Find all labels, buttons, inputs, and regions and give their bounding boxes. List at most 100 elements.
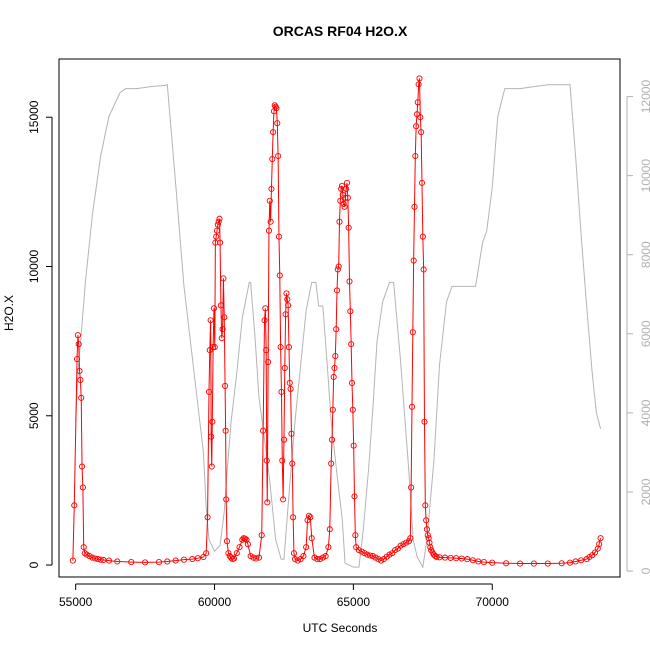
data-point [333, 326, 340, 333]
data-point [591, 549, 599, 556]
data-point [80, 544, 87, 551]
data-point [432, 553, 439, 560]
data-point [566, 559, 574, 566]
data-point [417, 114, 424, 121]
data-point [503, 560, 510, 567]
data-point [530, 560, 537, 567]
data-point [328, 460, 335, 467]
data-point [215, 218, 222, 225]
data-point [280, 496, 287, 503]
data-point [342, 194, 349, 201]
data-point [572, 558, 579, 565]
data-point [209, 418, 216, 425]
data-point [213, 227, 221, 234]
data-point [287, 385, 294, 392]
data-point [284, 296, 291, 303]
y-axis-label: H2O.X [2, 295, 16, 331]
data-point [290, 514, 297, 521]
data-point [128, 559, 135, 566]
data-point [220, 275, 227, 282]
data-point [265, 358, 272, 366]
data-point [335, 263, 342, 270]
data-point [337, 197, 344, 204]
x-tick-label: 65000 [337, 595, 371, 609]
data-point [212, 239, 219, 246]
data-point [285, 344, 293, 351]
data-point [89, 554, 96, 561]
data-point [221, 314, 228, 321]
data-point [412, 152, 419, 160]
data-point [410, 257, 417, 264]
left-axis-series-group [69, 75, 604, 567]
data-point [416, 75, 423, 82]
data-point [275, 233, 283, 240]
data-point [281, 364, 288, 372]
data-point [413, 123, 420, 130]
data-point [366, 552, 374, 559]
data-point [274, 120, 281, 127]
data-point [267, 218, 274, 225]
data-point [336, 218, 343, 225]
data-point [314, 556, 321, 563]
data-point [172, 557, 179, 564]
data-point [464, 556, 471, 563]
data-point [544, 560, 551, 567]
data-point [423, 517, 430, 524]
data-point [407, 535, 414, 542]
data-point [208, 463, 215, 470]
data-point [279, 457, 286, 464]
data-point [411, 203, 418, 210]
data-point [228, 554, 235, 561]
data-point [426, 539, 433, 546]
data-point [427, 544, 434, 551]
data-point [223, 496, 230, 503]
x-axis: 55000 60000 65000 70000 [59, 583, 510, 609]
data-point [204, 514, 211, 521]
data-point [425, 535, 432, 542]
data-point [303, 544, 310, 551]
data-point [338, 182, 346, 189]
data-point [263, 457, 270, 464]
plot-frame [58, 58, 621, 578]
x-axis-label: UTC Seconds [303, 621, 378, 635]
data-point [345, 224, 352, 231]
data-point [200, 553, 207, 561]
y2-tick-label: 10000 [639, 159, 650, 193]
data-point [331, 364, 338, 372]
data-point [423, 526, 431, 533]
data-point [489, 559, 496, 566]
data-point [273, 105, 280, 112]
data-point [233, 550, 240, 557]
data-point [596, 541, 603, 548]
data-point [242, 535, 249, 542]
x-tick-label: 70000 [476, 595, 510, 609]
data-point [253, 555, 260, 562]
data-point [78, 394, 85, 401]
data-point [344, 194, 351, 201]
data-point [216, 215, 223, 222]
data-point [421, 418, 428, 425]
data-point [217, 302, 224, 309]
series-line-0 [72, 78, 602, 565]
data-point [350, 442, 357, 449]
y-axis-right: 0 2000 4000 6000 8000 10000 12000 [626, 80, 650, 574]
data-point [239, 536, 246, 543]
data-point [343, 185, 350, 192]
data-point [469, 557, 476, 564]
data-point [210, 344, 217, 351]
data-point [270, 129, 277, 136]
data-point [419, 233, 426, 240]
data-point [223, 538, 231, 545]
data-point [277, 344, 284, 351]
data-point [210, 305, 218, 312]
data-point [268, 185, 275, 192]
data-point [180, 556, 188, 563]
data-point [217, 239, 224, 246]
data-point [194, 555, 201, 562]
data-point [348, 341, 355, 348]
y-tick-label: 0 [27, 561, 41, 568]
y2-tick-label: 0 [639, 567, 650, 574]
data-point [348, 379, 356, 386]
